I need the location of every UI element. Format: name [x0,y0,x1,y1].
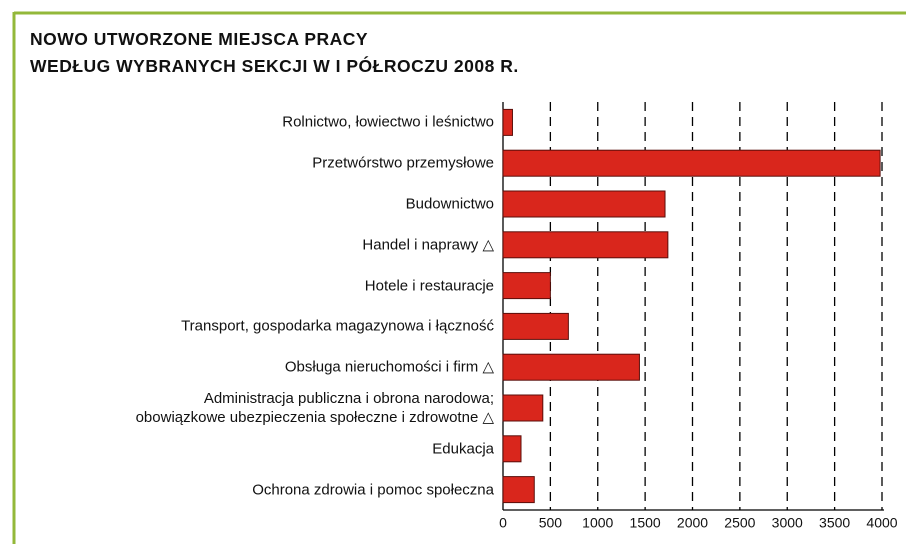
y-tick-label: Transport, gospodarka magazynowa i łączn… [181,317,494,335]
y-tick-label: Przetwórstwo przemysłowe [312,154,494,172]
y-tick-label: Administracja publiczna i obrona narodow… [135,390,494,426]
bar [502,108,513,136]
x-tick-label: 500 [539,515,563,531]
x-tick-label: 1000 [582,515,613,531]
bar [502,312,569,340]
bar [502,190,666,218]
chart-title: NOWO UTWORZONE MIEJSCA PRACY WEDŁUG WYBR… [30,29,519,76]
x-tick-label: 3500 [819,515,850,531]
bar [502,476,535,504]
bar [502,394,544,422]
y-tick-label: Handel i naprawy △ [362,236,494,254]
y-tick-label: Edukacja [432,440,494,458]
x-tick-label: 2500 [724,515,755,531]
y-tick-label: Ochrona zdrowia i pomoc społeczna [252,481,494,499]
y-tick-label: Budownictwo [405,195,494,213]
bar [502,353,640,381]
y-tick-label: Rolnictwo, łowiectwo i leśnictwo [282,113,494,131]
bar [502,435,522,463]
x-tick-label: 0 [499,515,507,531]
bar [502,231,669,259]
bar [502,149,881,177]
bar [502,272,551,300]
y-tick-label: Hotele i restauracje [364,277,494,295]
x-tick-label: 4000 [866,515,897,531]
x-tick-label: 3000 [772,515,803,531]
y-tick-label: Obsługa nieruchomości i firm △ [284,358,494,376]
x-tick-label: 2000 [677,515,708,531]
x-tick-label: 1500 [630,515,661,531]
